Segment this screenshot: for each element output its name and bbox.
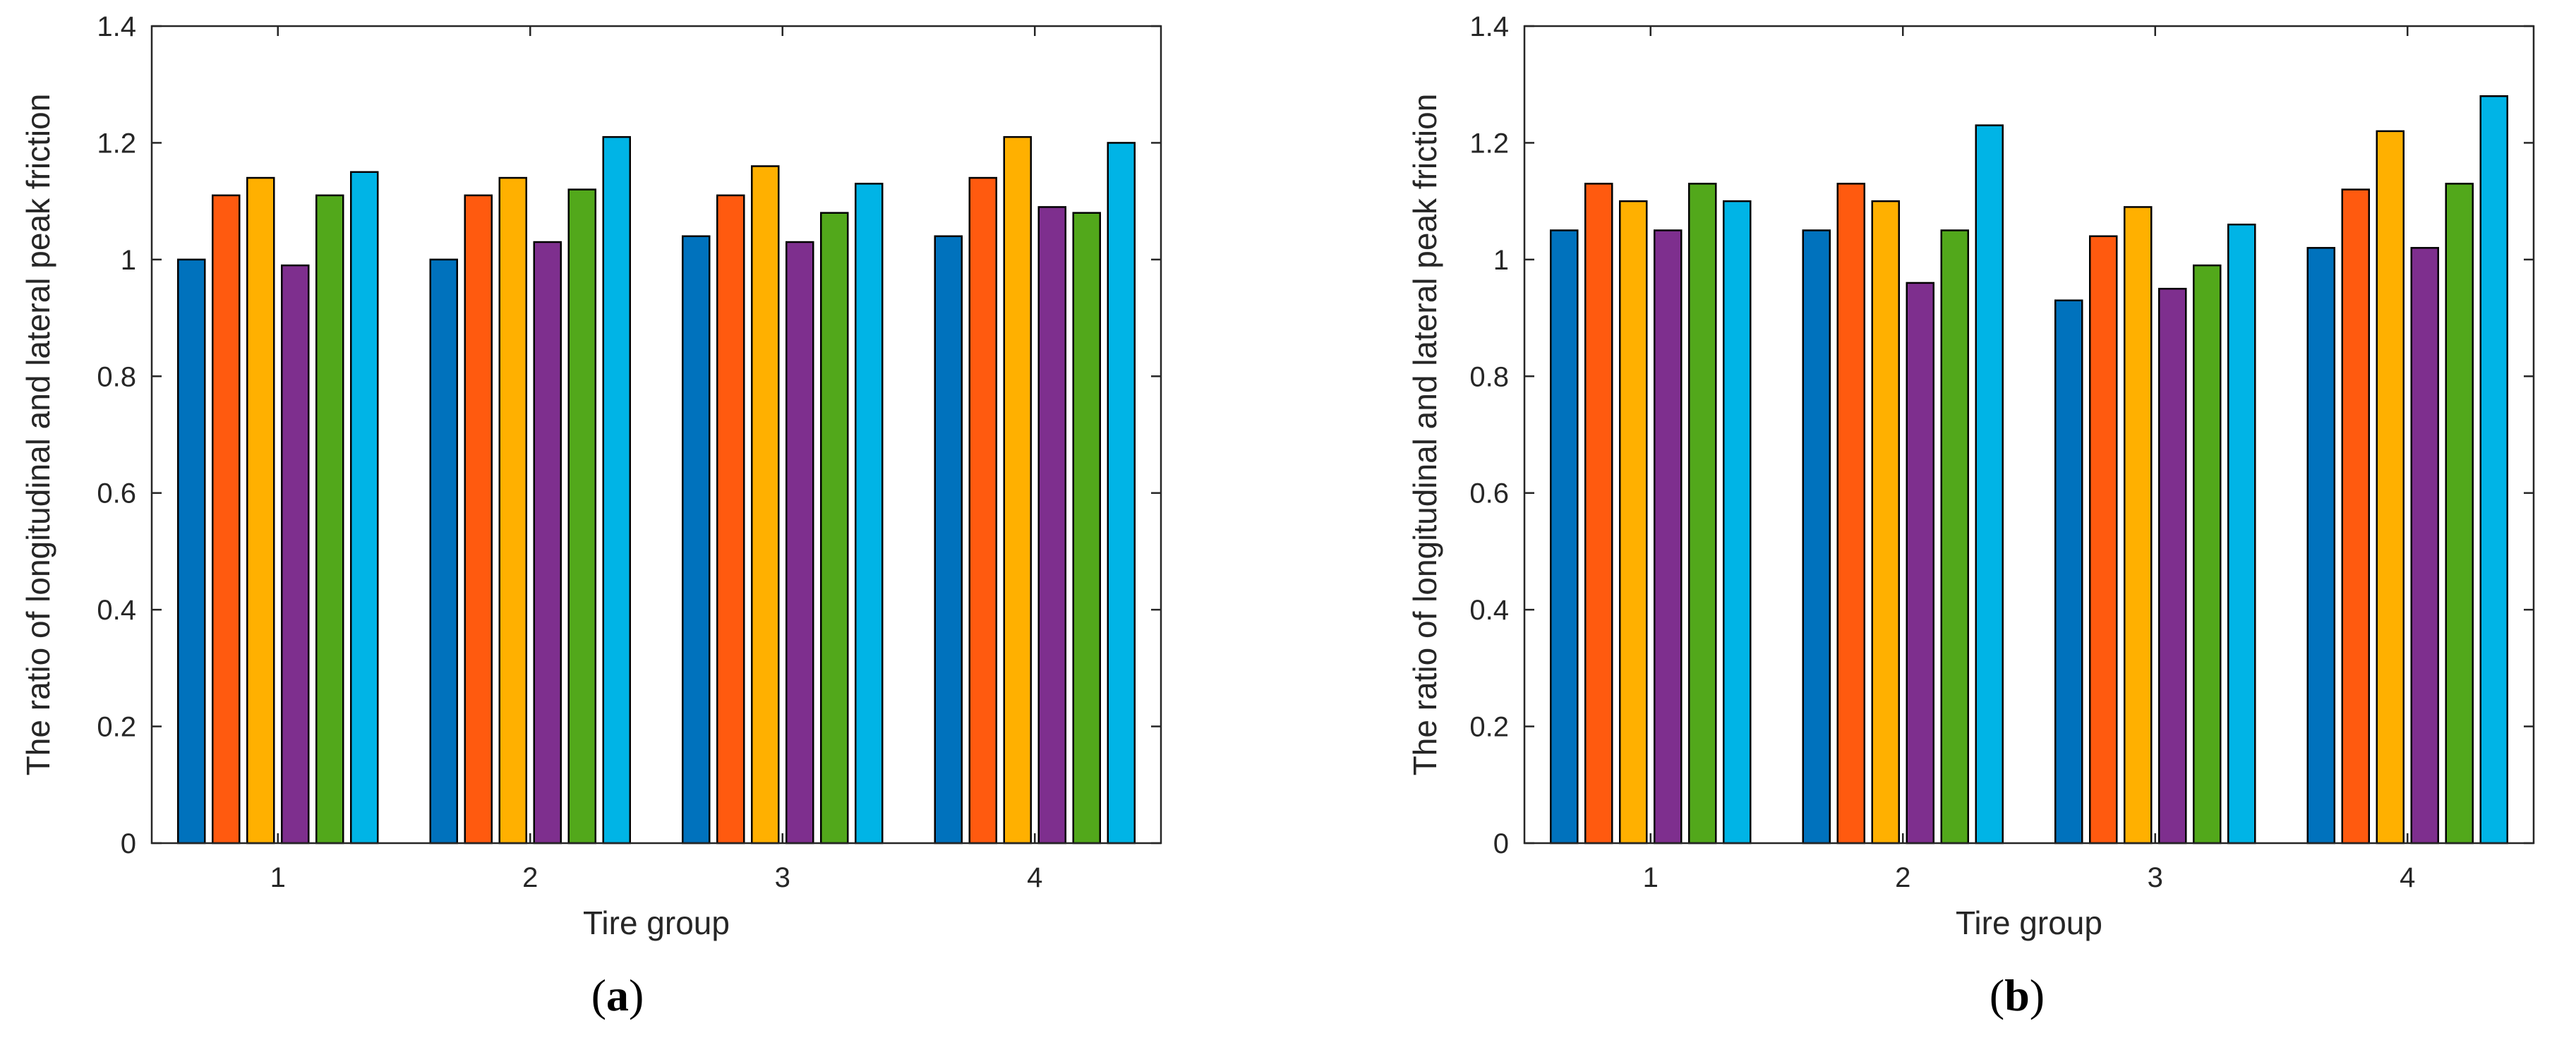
bar-group2-series3 [1871,200,1900,845]
x-tick-label: 4 [2400,862,2415,893]
bar-group4-series1 [2306,247,2335,845]
bar-group2-series1 [429,258,458,845]
bar-group4-series6 [1107,142,1136,845]
bar-group1-series5 [1688,183,1717,845]
bar-group1-series3 [246,176,275,845]
axes-frame-a [150,25,1162,845]
bar-group4-series5 [2445,183,2474,845]
bar-group2-series3 [498,176,527,845]
bar-group2-series1 [1802,229,1831,845]
x-axis-label-b: Tire group [1956,905,2102,941]
bar-group3-series1 [682,235,711,845]
y-tick-label: 0.2 [1469,712,1509,743]
bar-group2-series4 [1906,282,1934,845]
chart-panel-b: 0 0.2 0.4 0.6 0.8 1 1.2 1.4 1 2 3 4 Tire group The… [1407,11,2535,1020]
bar-group3-series1 [2054,299,2083,845]
bar-group3-series3 [2124,206,2153,845]
y-tick-label: 1.4 [1469,11,1509,42]
x-tick-label: 3 [775,862,790,893]
y-tick-label: 0 [1493,828,1509,859]
bar-group4-series1 [934,235,963,845]
bar-group4-series2 [2341,188,2370,845]
panel-letter-b: b [2004,970,2030,1020]
bar-group3-series4 [786,241,814,845]
bar-group2-series5 [567,188,596,845]
y-tick-label: 1 [121,245,136,276]
bar-group1-series6 [350,171,379,845]
bar-group2-series2 [1836,183,1865,845]
bar-group3-series6 [855,183,884,845]
y-tick-label: 0.8 [97,361,136,392]
y-tick-label: 0.4 [97,595,136,626]
axes-frame-b [1523,25,2535,845]
bar-group1-series1 [177,258,206,845]
y-tick-label: 0.2 [97,712,136,743]
x-tick-label: 1 [270,862,286,893]
bar-group1-series5 [315,194,344,845]
y-tick-label: 1.4 [97,11,136,42]
bar-group1-series2 [212,194,241,845]
y-ticks-b: 0 0.2 0.4 0.6 0.8 1 1.2 1.4 [1469,11,2534,859]
bar-group2-series5 [1940,229,1969,845]
bar-group3-series5 [2193,264,2222,845]
y-tick-label: 0.6 [1469,478,1509,509]
x-tick-label: 1 [1643,862,1659,893]
y-tick-label: 1.2 [1469,128,1509,159]
panel-label-b: (b) [1990,970,2045,1020]
bar-group3-series2 [716,194,745,845]
x-ticks-a: 1 2 3 4 [270,26,1042,893]
bar-group3-series3 [751,165,780,845]
y-ticks-a: 0 0.2 0.4 0.6 0.8 1 1.2 1.4 [97,11,1161,859]
y-tick-label: 0.8 [1469,361,1509,392]
bar-group4-series4 [2410,247,2439,845]
bar-group2-series6 [602,135,631,845]
bar-group2-series6 [1975,124,2004,845]
bar-group1-series2 [1584,183,1613,845]
bars-a [177,135,1136,845]
bar-group1-series3 [1619,200,1648,845]
bar-group1-series4 [281,264,310,845]
x-axis-label-a: Tire group [583,905,730,941]
x-tick-label: 2 [522,862,538,893]
bar-group1-series6 [1723,200,1752,845]
bar-group1-series1 [1550,229,1579,845]
bar-group4-series3 [2376,130,2405,845]
x-tick-label: 3 [2148,862,2163,893]
bar-group4-series2 [968,176,997,845]
y-tick-label: 0 [121,828,136,859]
bar-group4-series5 [1072,212,1101,845]
bar-group4-series3 [1003,135,1032,845]
y-axis-label-b: The ratio of longitudinal and lateral pe… [1407,94,1443,776]
bar-group2-series4 [533,241,562,845]
bar-group4-series6 [2479,95,2508,845]
y-tick-label: 0.4 [1469,595,1509,626]
y-tick-label: 0.6 [97,478,136,509]
bar-group3-series6 [2227,223,2256,845]
x-tick-label: 2 [1895,862,1910,893]
bar-group3-series4 [2158,287,2187,845]
y-tick-label: 1 [1493,245,1509,276]
panel-label-a: (a) [591,970,644,1020]
x-tick-label: 4 [1027,862,1042,893]
bars-b [1550,95,2508,845]
bar-group1-series4 [1654,229,1683,845]
bar-group3-series5 [820,212,849,845]
bar-group3-series2 [2089,235,2118,845]
panel-letter-a: a [606,970,629,1020]
bar-group4-series4 [1037,206,1066,845]
bar-group2-series2 [464,194,493,845]
chart-panel-a: 0 0.2 0.4 0.6 0.8 1 1.2 1.4 1 2 3 4 Tire group The… [20,11,1162,1020]
y-axis-label-a: The ratio of longitudinal and lateral pe… [20,94,56,776]
y-tick-label: 1.2 [97,128,136,159]
x-ticks-b: 1 2 3 4 [1643,26,2415,893]
